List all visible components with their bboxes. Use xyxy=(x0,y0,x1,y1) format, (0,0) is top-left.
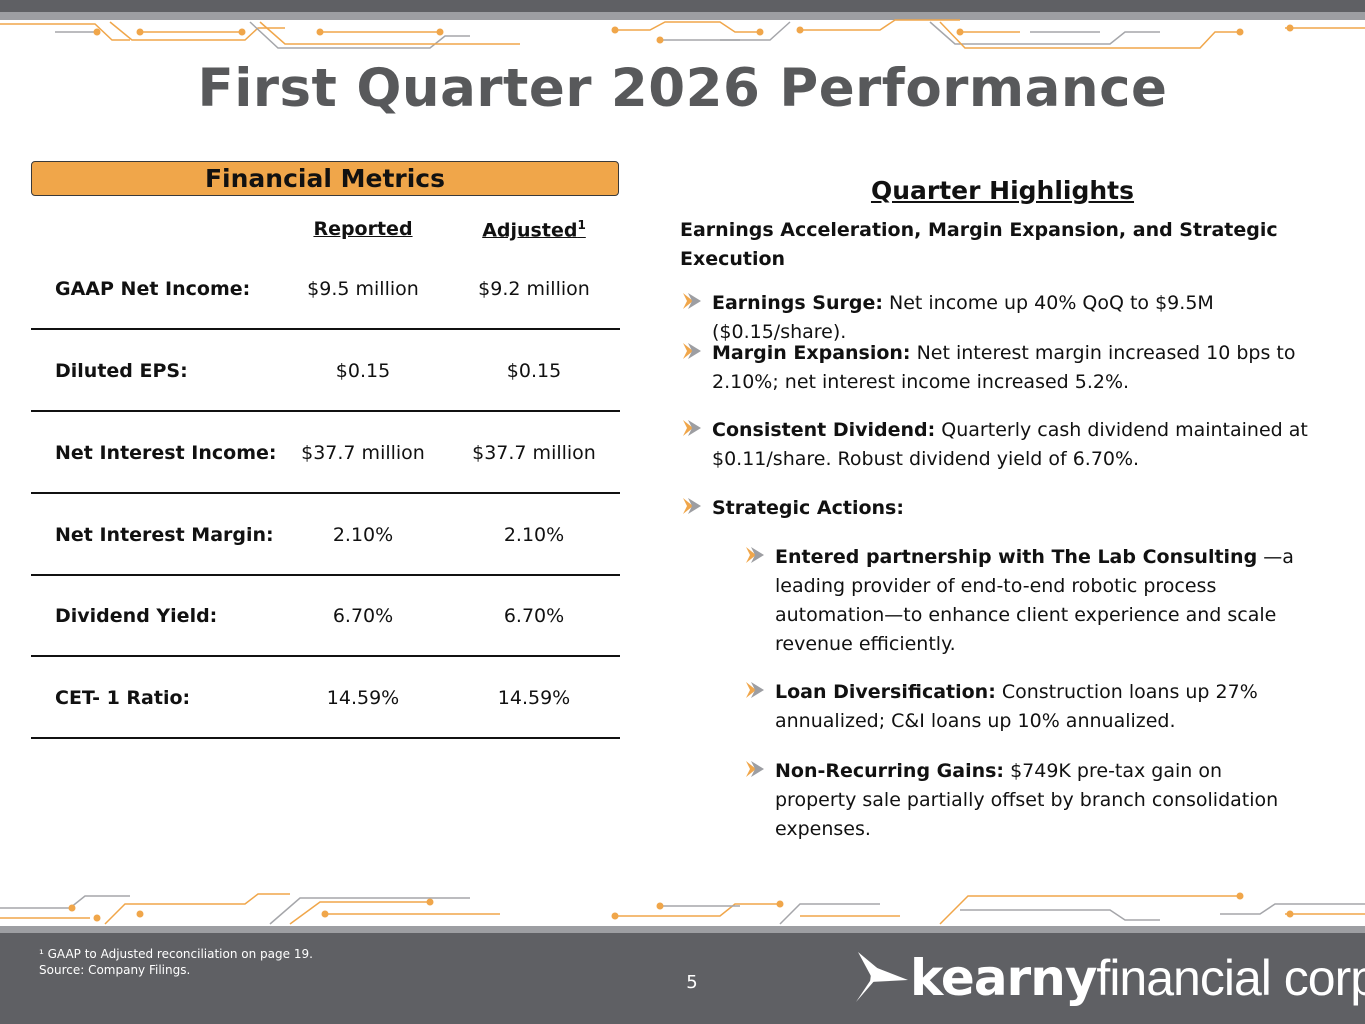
footnote-reconciliation: ¹ GAAP to Adjusted reconciliation on pag… xyxy=(39,947,313,961)
highlight-bullet: Margin Expansion: Net interest margin in… xyxy=(683,339,1312,397)
highlights-subtitle: Earnings Acceleration, Margin Expansion,… xyxy=(680,219,1278,270)
highlight-sub-bullet: Loan Diversification: Construction loans… xyxy=(746,678,1305,736)
company-logo: kearnyfinancial corp. xyxy=(848,944,1365,1012)
row-divider xyxy=(31,410,620,412)
metric-adjusted-value: $0.15 xyxy=(506,360,562,382)
metric-adjusted-value: 14.59% xyxy=(497,687,571,709)
metric-row: CET- 1 Ratio: 14.59% 14.59% xyxy=(31,657,620,739)
highlight-bullet: Strategic Actions: xyxy=(683,494,1312,523)
metric-adjusted-value: $37.7 million xyxy=(472,442,596,464)
footnote-marker: 1 xyxy=(577,218,586,232)
bullet-text: $749K pre-tax gain on property sale part… xyxy=(775,760,1279,840)
logo-wordmark-light: financial corp. xyxy=(1096,950,1365,1006)
metric-row: Net Interest Margin: 2.10% 2.10% xyxy=(31,494,620,576)
page-title: First Quarter 2026 Performance xyxy=(197,58,1168,119)
bullet-heading: Entered partnership with The Lab Consult… xyxy=(775,546,1258,568)
metric-label: Net Interest Income: xyxy=(55,442,277,464)
metric-reported-value: $9.5 million xyxy=(307,278,419,300)
metric-label: CET- 1 Ratio: xyxy=(55,687,191,709)
top-bar-accent xyxy=(0,12,1365,20)
bullet-text: Construction loans up 27% annualized; C&… xyxy=(775,681,1258,732)
bullet-heading: Non-Recurring Gains: xyxy=(775,760,1005,782)
metric-label: GAAP Net Income: xyxy=(55,278,251,300)
chevron-arrow-icon xyxy=(683,498,701,514)
metric-reported-value: 14.59% xyxy=(326,687,400,709)
logo-wordmark-bold: kearny xyxy=(910,949,1097,1007)
metric-reported-value: 6.70% xyxy=(332,605,394,627)
chevron-arrow-icon xyxy=(683,293,701,309)
logo-wordmark: kearnyfinancial corp. xyxy=(910,944,1365,1012)
metric-row: Net Interest Income: $37.7 million $37.7… xyxy=(31,412,620,494)
highlight-sub-bullet: Entered partnership with The Lab Consult… xyxy=(746,543,1305,659)
bullet-text: —a leading provider of end-to-end roboti… xyxy=(775,546,1294,655)
bullet-text: Net income up 40% QoQ to $9.5M ($0.15/sh… xyxy=(712,292,1214,343)
chevron-arrow-icon xyxy=(746,761,764,777)
bullet-heading: Consistent Dividend: xyxy=(712,419,936,441)
chevron-arrow-icon xyxy=(683,420,701,436)
highlight-bullet: Earnings Surge: Net income up 40% QoQ to… xyxy=(683,289,1342,347)
top-bar xyxy=(0,0,1365,12)
metric-adjusted-value: 2.10% xyxy=(503,524,565,546)
metric-row: Diluted EPS: $0.15 $0.15 xyxy=(31,330,620,412)
metric-adjusted-value: 6.70% xyxy=(503,605,565,627)
column-header-reported: Reported xyxy=(313,218,413,240)
bullet-heading: Strategic Actions: xyxy=(712,497,904,519)
metric-adjusted-value: $9.2 million xyxy=(478,278,590,300)
highlight-sub-bullet: Non-Recurring Gains: $749K pre-tax gain … xyxy=(746,757,1305,844)
chevron-arrow-icon xyxy=(746,682,764,698)
row-divider xyxy=(31,574,620,576)
metric-label: Net Interest Margin: xyxy=(55,524,274,546)
metric-row: GAAP Net Income: $9.5 million $9.2 milli… xyxy=(31,248,620,330)
row-divider xyxy=(31,328,620,330)
highlights-title: Quarter Highlights xyxy=(870,176,1135,205)
metric-label: Diluted EPS: xyxy=(55,360,188,382)
bullet-heading: Earnings Surge: xyxy=(712,292,883,314)
metric-reported-value: $0.15 xyxy=(335,360,391,382)
footer-bar xyxy=(0,926,1365,1024)
financial-metrics-header: Financial Metrics xyxy=(31,161,619,196)
bullet-text: Net interest margin increased 10 bps to … xyxy=(712,342,1296,393)
metric-reported-value: $37.7 million xyxy=(301,442,425,464)
bullet-heading: Loan Diversification: xyxy=(775,681,996,703)
bullet-text: Quarterly cash dividend maintained at $0… xyxy=(712,419,1308,470)
row-divider xyxy=(31,737,620,739)
column-header-adjusted: Adjusted1 xyxy=(482,218,586,242)
highlight-bullet: Consistent Dividend: Quarterly cash divi… xyxy=(683,416,1312,474)
footer-accent-strip xyxy=(0,926,1365,933)
page-number: 5 xyxy=(686,972,698,993)
footnote: ¹ GAAP to Adjusted reconciliation on pag… xyxy=(39,946,313,978)
row-divider xyxy=(31,655,620,657)
circuit-decoration-top xyxy=(0,19,1365,49)
footnote-source: Source: Company Filings. xyxy=(39,963,191,977)
row-divider xyxy=(31,492,620,494)
circuit-decoration-bottom xyxy=(0,892,1365,925)
kearny-swoosh-icon xyxy=(856,952,908,1002)
metric-label: Dividend Yield: xyxy=(55,605,218,627)
metric-reported-value: 2.10% xyxy=(332,524,394,546)
bullet-heading: Margin Expansion: xyxy=(712,342,911,364)
metric-row: Dividend Yield: 6.70% 6.70% xyxy=(31,575,620,657)
chevron-arrow-icon xyxy=(683,343,701,359)
chevron-arrow-icon xyxy=(746,547,764,563)
